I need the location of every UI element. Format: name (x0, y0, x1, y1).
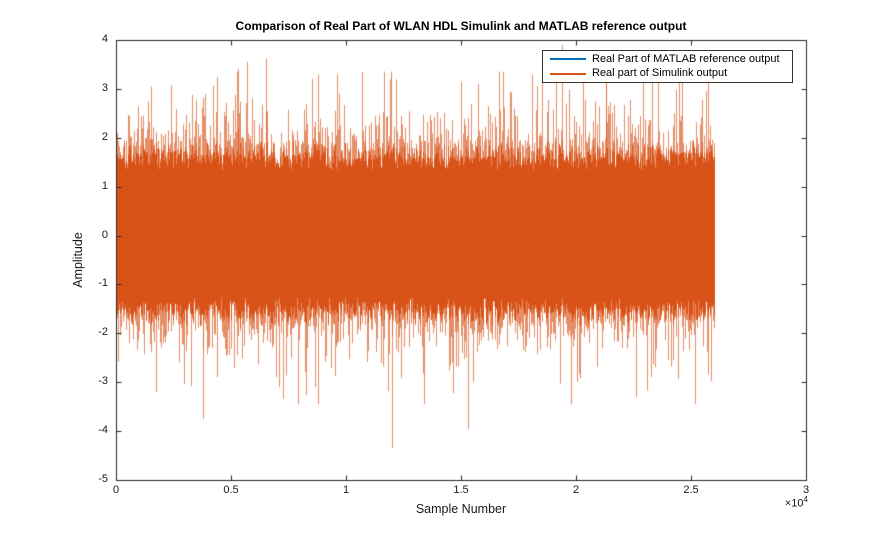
y-tick-label: -2 (98, 326, 108, 339)
x-tick-label: 2 (572, 484, 580, 496)
y-tick-label: 2 (101, 130, 108, 143)
legend-line-sample-matlab (550, 58, 586, 61)
legend-entry: Real part of Simulink output (543, 67, 792, 80)
legend: Real Part of MATLAB reference output Rea… (542, 50, 793, 83)
legend-entry: Real Part of MATLAB reference output (543, 53, 792, 66)
chart-title: Comparison of Real Part of WLAN HDL Simu… (235, 19, 687, 33)
x-tick-label: 1.5 (453, 484, 469, 496)
legend-label-simulink: Real part of Simulink output (592, 67, 728, 80)
legend-line-sample-simulink (550, 72, 586, 75)
x-axis-label: Sample Number (415, 502, 507, 516)
legend-label-matlab: Real Part of MATLAB reference output (592, 52, 780, 65)
y-tick-label: -4 (98, 424, 108, 437)
x-tick-label: 1 (342, 484, 350, 496)
x-axis-multiplier-base: ×10 (784, 497, 804, 510)
x-tick-label: 2.5 (683, 484, 699, 496)
y-tick-label: -1 (98, 277, 108, 290)
x-tick-label: 3 (802, 484, 810, 496)
y-tick-label: 4 (101, 33, 108, 45)
y-tick-label: -5 (98, 473, 108, 485)
y-tick-label: -3 (98, 375, 108, 388)
x-tick-label: 0.5 (223, 484, 239, 496)
x-axis-multiplier: ×104 (785, 495, 808, 510)
y-tick-label: 1 (101, 179, 108, 192)
y-tick-label: 3 (101, 81, 108, 94)
x-axis-multiplier-exponent: 4 (803, 495, 808, 504)
y-tick-label: 0 (101, 228, 108, 241)
x-tick-label: 0 (112, 484, 120, 496)
